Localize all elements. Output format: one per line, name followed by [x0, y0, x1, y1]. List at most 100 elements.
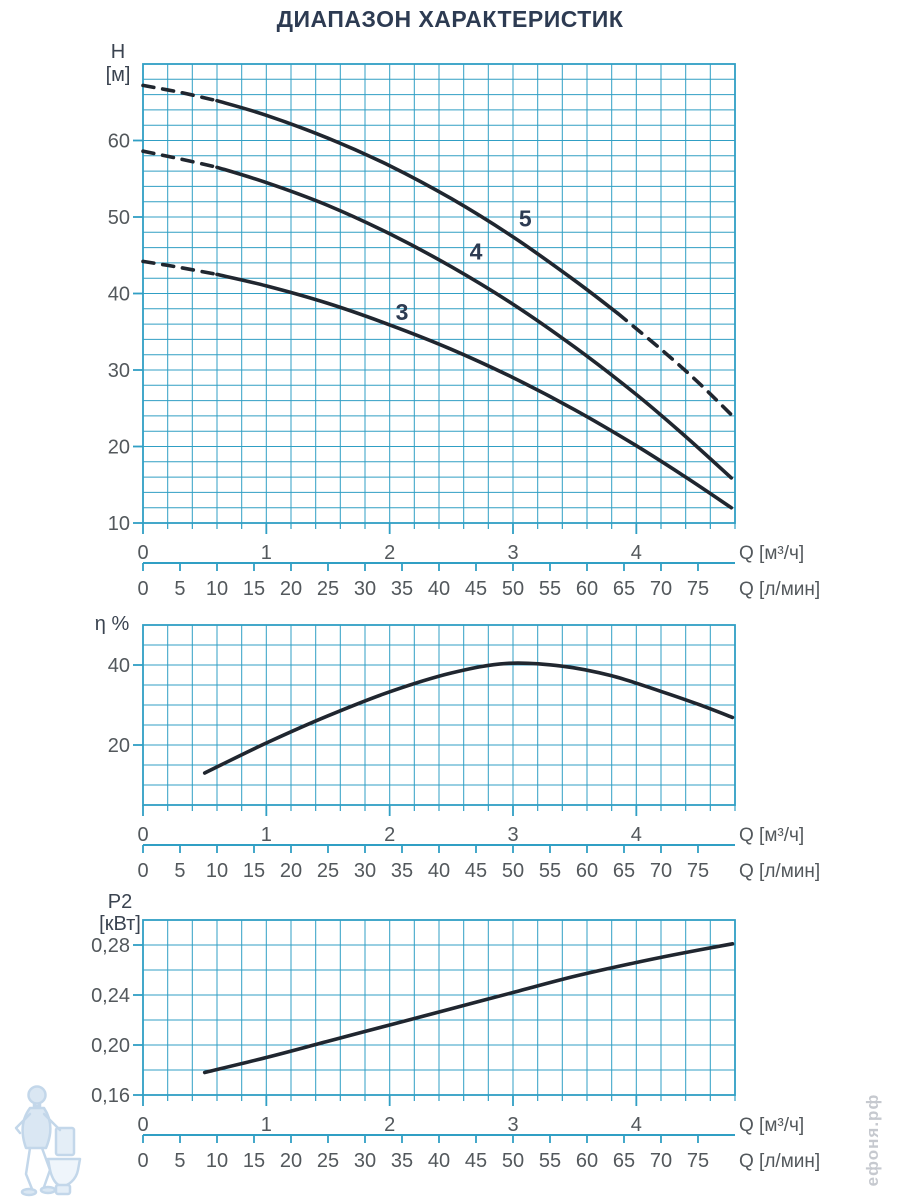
x-tick-label-lmin: 60 — [576, 1150, 598, 1172]
plumber-shoe-left — [20, 1187, 38, 1197]
x-tick-label-m3h: 1 — [261, 824, 272, 846]
x-tick-label-lmin: 60 — [576, 860, 598, 882]
y-axis-title: [м] — [106, 64, 131, 86]
x-tick-label-lmin: 75 — [687, 860, 709, 882]
x-tick-label-lmin: 20 — [280, 1150, 302, 1172]
x-tick-label-lmin: 5 — [174, 1150, 185, 1172]
x-tick-label-m3h: 4 — [631, 824, 642, 846]
curve-3-dash — [141, 259, 219, 277]
x-tick-label-lmin: 50 — [502, 578, 524, 600]
x-tick-label-lmin: 65 — [613, 1150, 635, 1172]
x-tick-label-lmin: 35 — [391, 1150, 413, 1172]
x-tick-label-lmin: 30 — [354, 860, 376, 882]
toilet-bowl — [46, 1157, 82, 1188]
y-tick-label: 10 — [108, 513, 130, 535]
y-tick-label: 40 — [108, 284, 130, 306]
y-axis-title: H — [111, 41, 125, 63]
x-tick-label-lmin: 75 — [687, 578, 709, 600]
x-tick-label-lmin: 35 — [391, 578, 413, 600]
x-tick-label-lmin: 45 — [465, 1150, 487, 1172]
page-title: ДИАПАЗОН ХАРАКТЕРИСТИК — [276, 6, 624, 32]
x-tick-label-lmin: 55 — [539, 860, 561, 882]
x-axis-unit-lmin: Q [л/мин] — [739, 1151, 820, 1172]
y-tick-label: 0,28 — [91, 935, 130, 957]
plumber-right-arm — [42, 1112, 62, 1132]
x-axis-unit-lmin: Q [л/мин] — [739, 861, 820, 882]
x-tick-label-lmin: 65 — [613, 860, 635, 882]
x-tick-label-lmin: 0 — [137, 860, 148, 882]
x-tick-label-m3h: 1 — [261, 542, 272, 564]
plumber-left-arm — [14, 1112, 32, 1135]
plumber-right-leg — [40, 1146, 52, 1189]
x-tick-label-lmin: 70 — [650, 1150, 672, 1172]
curve-4-solid — [215, 165, 734, 480]
toilet-base — [54, 1183, 72, 1196]
x-tick-label-m3h: 0 — [137, 542, 148, 564]
x-tick-label-lmin: 25 — [317, 860, 339, 882]
y-tick-label: 20 — [108, 735, 130, 757]
curve-label-5: 5 — [519, 206, 532, 232]
curve-5-dash — [616, 311, 735, 418]
grid-lines — [143, 64, 735, 523]
plumber-left-leg — [24, 1146, 34, 1191]
x-tick-label-lmin: 10 — [206, 578, 228, 600]
plumber-torso — [21, 1106, 52, 1150]
x-tick-label-lmin: 10 — [206, 1150, 228, 1172]
curve-4-dash — [141, 149, 219, 170]
x-tick-label-lmin: 0 — [137, 578, 148, 600]
y-axis-title: η % — [95, 613, 130, 635]
plumber-head — [27, 1085, 47, 1105]
x-tick-label-lmin: 0 — [137, 1150, 148, 1172]
y-tick-label: 0,24 — [91, 985, 130, 1007]
y-axis-title: [кВт] — [99, 913, 141, 935]
power-curve-chart: 0,28 0,24 0,20 0,16 0 1 2 3 4 Q [м³/ч] 0 5 10 15 20 25 3… — [91, 891, 820, 1172]
x-tick-label-lmin: 60 — [576, 578, 598, 600]
x-tick-label-lmin: 15 — [243, 578, 265, 600]
x-tick-label-lmin: 50 — [502, 860, 524, 882]
curve-5-dash — [141, 83, 219, 103]
x-tick-label-lmin: 35 — [391, 860, 413, 882]
x-tick-label-lmin: 5 — [174, 860, 185, 882]
y-tick-label: 0,16 — [91, 1085, 130, 1107]
x-tick-label-m3h: 3 — [507, 1114, 518, 1136]
x-tick-label-lmin: 10 — [206, 860, 228, 882]
x-tick-label-lmin: 75 — [687, 1150, 709, 1172]
x-tick-label-lmin: 30 — [354, 1150, 376, 1172]
watermark-site-text: ефоня.рф — [863, 1093, 882, 1187]
efficiency-curve-chart: 40 20 0 1 2 3 4 Q [м³/ч] 0 5 10 15 20 25 30 35 40 45 50 55 6… — [95, 613, 820, 882]
x-tick-label-lmin: 55 — [539, 578, 561, 600]
plumber-shoe-right — [39, 1185, 57, 1195]
x-tick-label-lmin: 70 — [650, 860, 672, 882]
x-tick-label-m3h: 3 — [507, 824, 518, 846]
x-tick-label-m3h: 3 — [507, 542, 518, 564]
toilet-tank — [54, 1126, 76, 1157]
y-tick-label: 20 — [108, 437, 130, 459]
x-tick-label-lmin: 5 — [174, 578, 185, 600]
x-tick-label-m3h: 4 — [631, 542, 642, 564]
x-tick-label-lmin: 55 — [539, 1150, 561, 1172]
x-tick-label-m3h: 4 — [631, 1114, 642, 1136]
x-axis-unit-m3h: Q [м³/ч] — [739, 825, 804, 846]
x-tick-label-lmin: 40 — [428, 578, 450, 600]
x-tick-label-lmin: 20 — [280, 860, 302, 882]
x-tick-label-lmin: 40 — [428, 860, 450, 882]
x-tick-label-lmin: 70 — [650, 578, 672, 600]
x-tick-label-lmin: 15 — [243, 1150, 265, 1172]
x-tick-label-lmin: 30 — [354, 578, 376, 600]
curve-solid — [202, 661, 735, 775]
y-axis-title: P2 — [108, 891, 132, 913]
curve-3-solid — [215, 272, 734, 510]
x-tick-label-lmin: 25 — [317, 578, 339, 600]
grid-lines — [143, 920, 735, 1095]
x-tick-label-lmin: 40 — [428, 1150, 450, 1172]
y-tick-label: 60 — [108, 131, 130, 153]
x-tick-label-lmin: 25 — [317, 1150, 339, 1172]
curve-label-3: 3 — [396, 299, 409, 325]
x-tick-label-m3h: 1 — [261, 1114, 272, 1136]
curve-5-solid — [215, 98, 620, 316]
x-tick-label-lmin: 65 — [613, 578, 635, 600]
x-tick-label-lmin: 45 — [465, 578, 487, 600]
